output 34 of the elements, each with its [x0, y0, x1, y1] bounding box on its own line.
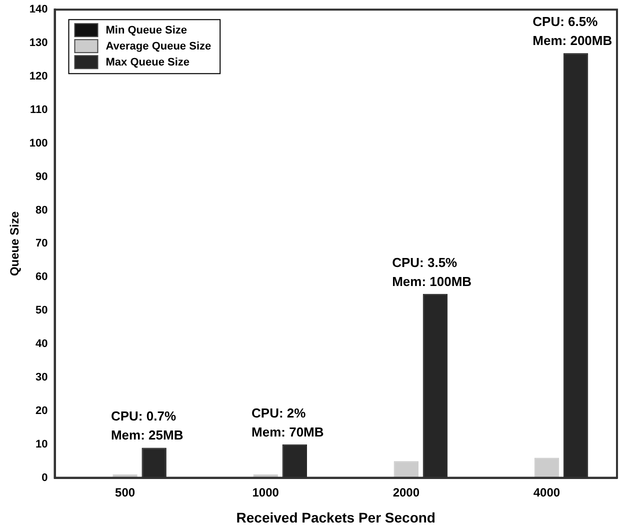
x-tick-label: 4000	[533, 485, 560, 500]
y-tick-label: 20	[36, 404, 48, 417]
legend-label: Min Queue Size	[106, 24, 188, 37]
y-tick-label: 90	[36, 170, 48, 183]
legend-label: Max Queue Size	[106, 56, 190, 69]
y-tick-label: 40	[36, 338, 48, 350]
annotation: CPU: 6.5% Mem: 200MB	[532, 14, 612, 48]
y-axis-title: Queue Size	[8, 211, 22, 276]
legend-label: Average Queue Size	[106, 40, 212, 53]
y-tick-label: 120	[29, 70, 48, 83]
y-tick-label: 10	[36, 438, 48, 450]
bar	[142, 448, 166, 478]
y-tick-label: 110	[30, 104, 48, 116]
y-tick-label: 80	[36, 204, 48, 216]
annotation: CPU: 0.7% Mem: 25MB	[110, 408, 184, 443]
y-tick-label: 60	[36, 271, 48, 284]
x-axis-title: Received Packets Per Second	[236, 509, 436, 526]
annotation: CPU: 3.5% Mem: 100MB	[392, 254, 472, 289]
x-tick-label: 500	[115, 485, 136, 500]
annotation: CPU: 2% Mem: 70MB	[252, 405, 324, 440]
y-tick-label: 70	[36, 238, 48, 250]
bar	[534, 458, 560, 478]
y-tick-label: 130	[29, 37, 48, 50]
y-tick-label: 30	[36, 372, 48, 384]
bar	[563, 53, 588, 478]
x-tick-label: 2000	[392, 485, 420, 500]
y-tick-label: 50	[36, 304, 48, 317]
y-tick-label: 100	[29, 137, 48, 150]
y-tick-label: 140	[29, 4, 48, 16]
x-tick-label: 1000	[252, 485, 280, 500]
y-tick-label: 0	[42, 472, 48, 484]
bar	[422, 294, 448, 478]
bar	[394, 461, 419, 478]
bar	[282, 444, 307, 478]
